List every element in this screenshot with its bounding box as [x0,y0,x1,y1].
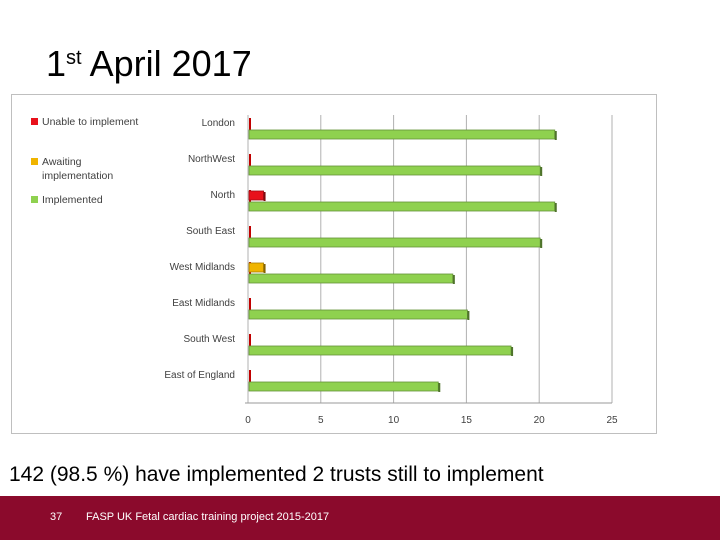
bar-implemented [248,309,468,320]
x-tick-label: 5 [318,415,324,426]
x-tick-label: 15 [461,415,473,426]
series-marker [249,370,251,388]
legend-swatch [31,158,38,165]
bar-end-shadow [554,131,557,140]
x-tick-label: 20 [534,415,546,426]
legend-label: Implemented [42,194,103,206]
title-date: April 2017 [81,43,252,84]
category-label: North [211,190,235,201]
category-label: East Midlands [172,298,235,309]
footer-text: FASP UK Fetal cardiac training project 2… [86,511,330,523]
legend-label: Unable to implement [42,116,138,128]
category-label: South East [186,226,235,237]
series-marker [249,334,251,352]
bar-end-shadow [540,167,543,176]
category-label: South West [183,334,235,345]
bar-end-shadow [554,203,557,212]
x-tick-label: 0 [245,415,251,426]
bar-end-shadow [540,239,543,248]
bar-end-shadow [263,264,266,273]
bar-end-shadow [467,311,470,320]
legend-swatch [31,196,38,203]
footer-bar: 37 FASP UK Fetal cardiac training projec… [0,496,720,540]
title-number: 1 [46,43,67,84]
bar-unable-to-implement [248,190,264,201]
summary-caption: 142 (98.5 %) have implemented 2 trusts s… [9,463,544,486]
category-label: West Midlands [170,262,235,273]
category-label: NorthWest [188,154,235,165]
bar-implemented [248,165,541,176]
series-marker [249,118,251,136]
footer-page-number: 37 [50,511,63,523]
bar-awaiting-implementation [248,262,264,273]
bar-implemented [248,201,556,212]
series-marker [249,226,251,244]
legend-label: Awaiting [42,156,82,168]
legend-label: implementation [42,170,113,182]
series-marker [249,298,251,316]
x-tick-label: 10 [388,415,400,426]
bar-implemented [248,273,454,284]
legend-swatch [31,118,38,125]
bar-implemented [248,237,541,248]
bar-end-shadow [438,383,441,392]
bar-end-shadow [263,192,266,201]
bar-implemented [248,381,439,392]
title-ordinal-suffix: st [66,47,82,69]
x-tick-label: 25 [606,415,618,426]
implementation-bar-chart: 0 5 10 15 20 25 London NorthWest North South East… [31,115,618,426]
bar-end-shadow [452,275,455,284]
bar-implemented [248,129,556,140]
slide-title: 1st April 2017 [46,46,252,82]
category-label: East of England [164,370,235,381]
series-marker [249,154,251,172]
chart-frame: 0 5 10 15 20 25 London NorthWest North South East… [11,94,657,434]
bar-implemented [248,345,512,356]
bar-end-shadow [511,347,514,356]
category-label: London [202,118,235,129]
